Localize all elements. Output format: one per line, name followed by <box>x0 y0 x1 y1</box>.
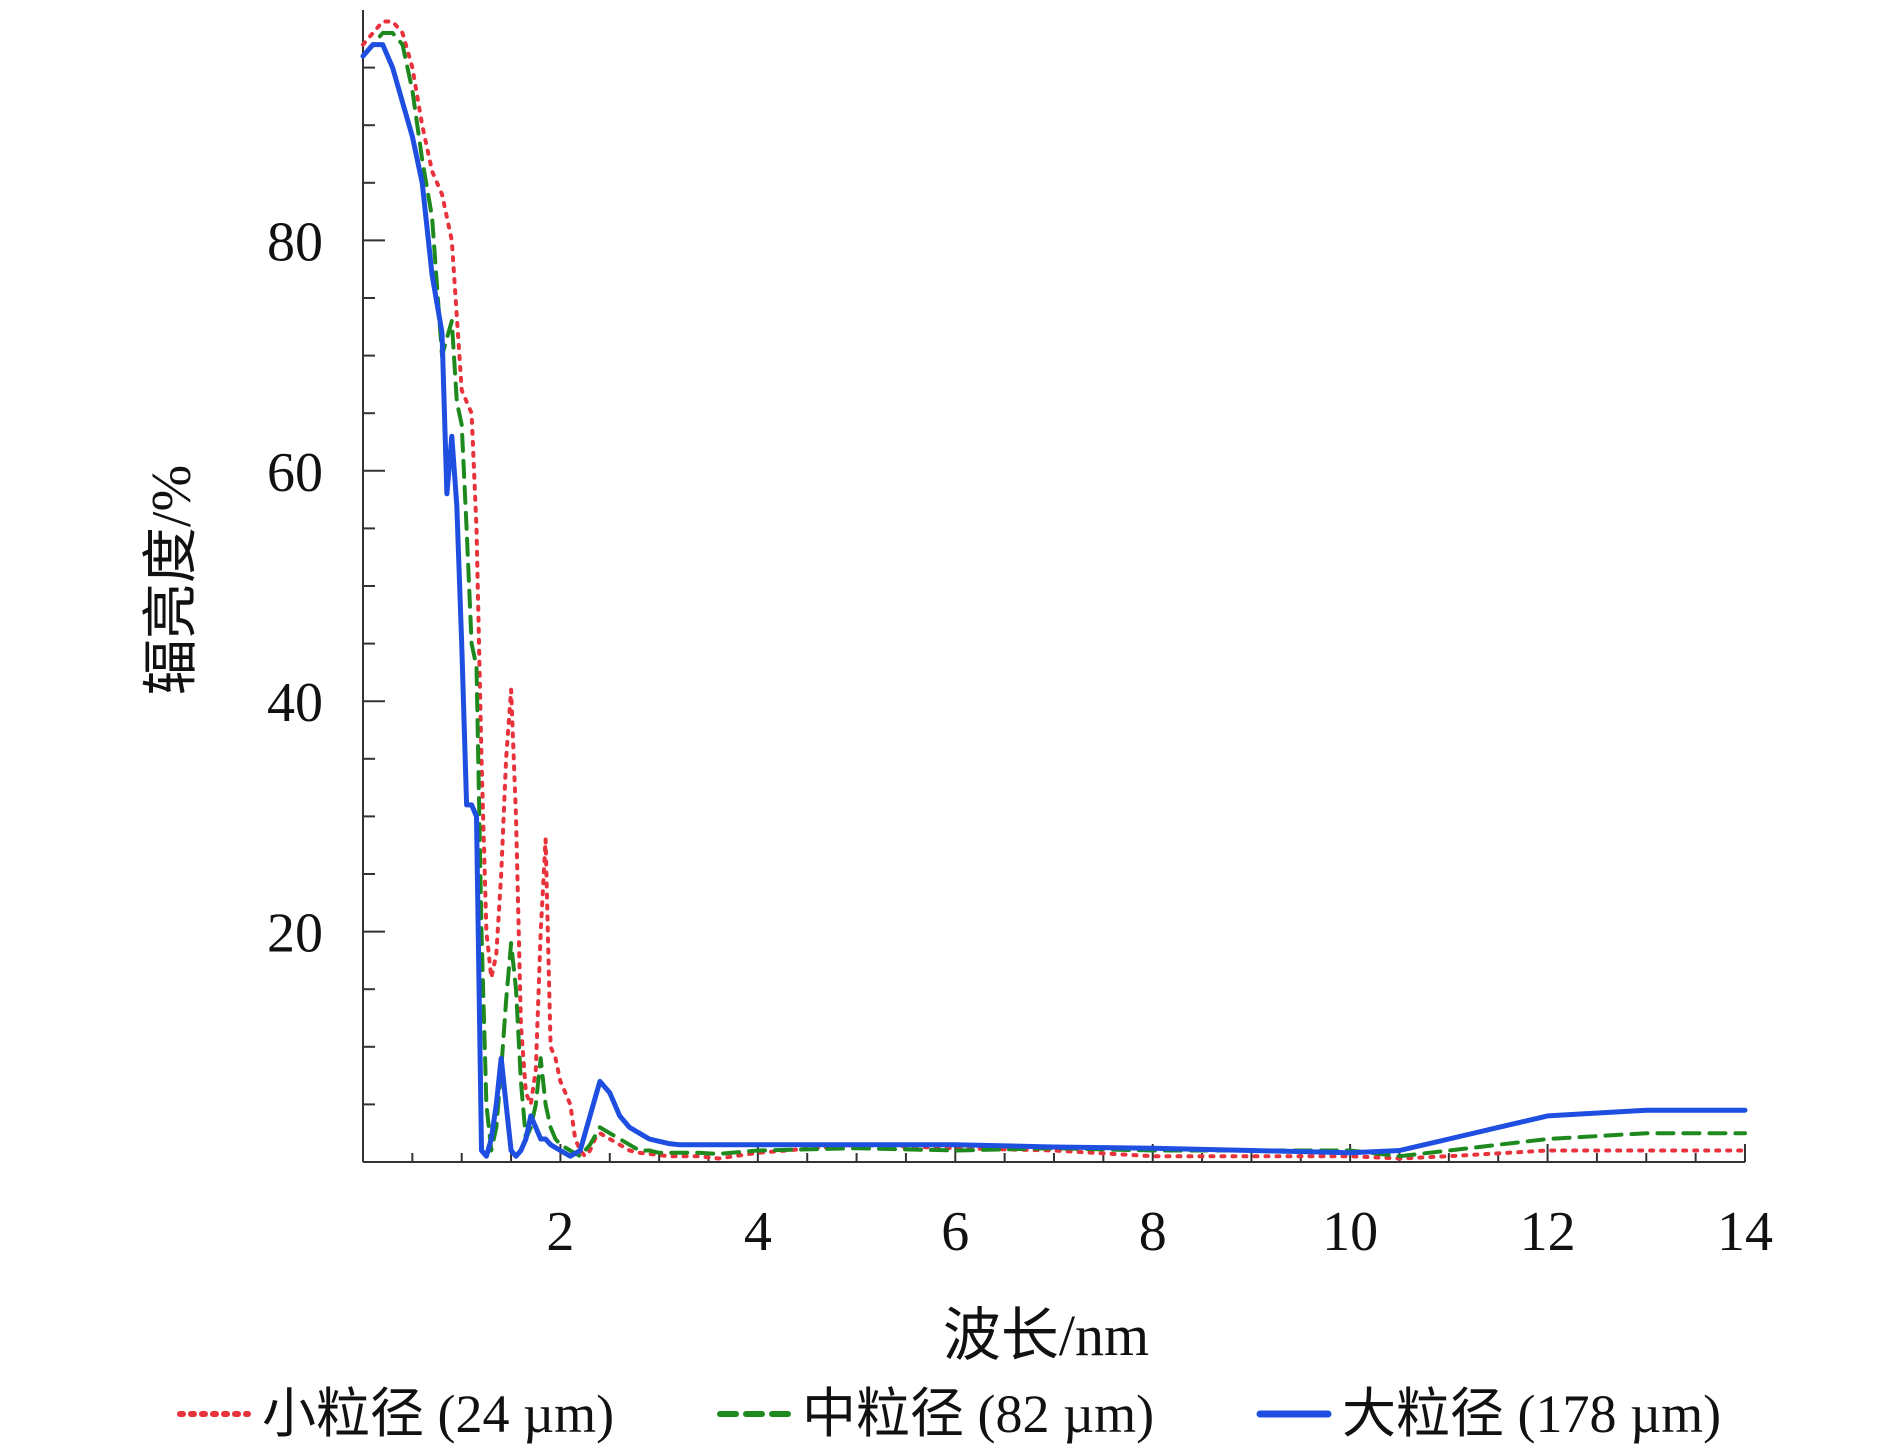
y-minor-ticks <box>363 66 385 1106</box>
plot-area <box>362 10 1746 1163</box>
x-tick-label: 2 <box>546 1201 574 1263</box>
x-axis-title: 波长/nm <box>943 1303 1149 1368</box>
x-tick-label: 6 <box>941 1201 969 1263</box>
series-line-1 <box>361 19 1747 1161</box>
series-line-3 <box>360 42 1748 1159</box>
legend: 小粒径 (24 µm) 中粒径 (82 µm) 大粒径 (178 µm) <box>177 1384 1721 1444</box>
x-tick-label: 4 <box>744 1201 772 1263</box>
y-tick-label: 40 <box>267 672 323 734</box>
y-tick-labels: 20 40 60 80 <box>267 211 323 964</box>
series-line-2 <box>361 31 1747 1159</box>
x-tick-label: 10 <box>1322 1201 1378 1263</box>
x-tick-label: 14 <box>1717 1201 1773 1263</box>
y-axis-title: 辐亮度/% <box>141 465 203 695</box>
y-tick-label: 60 <box>267 442 323 504</box>
y-tick-label: 20 <box>267 903 323 965</box>
legend-label-3: 大粒径 (178 µm) <box>1342 1384 1721 1444</box>
legend-label-1: 小粒径 (24 µm) <box>262 1384 614 1444</box>
x-tick-label: 8 <box>1139 1201 1167 1263</box>
y-tick-label: 80 <box>267 211 323 273</box>
legend-label-2: 中粒径 (82 µm) <box>802 1384 1154 1444</box>
series-lines <box>360 19 1748 1161</box>
x-tick-label: 12 <box>1520 1201 1576 1263</box>
x-tick-labels: 2 4 6 8 10 12 14 <box>546 1201 1773 1263</box>
